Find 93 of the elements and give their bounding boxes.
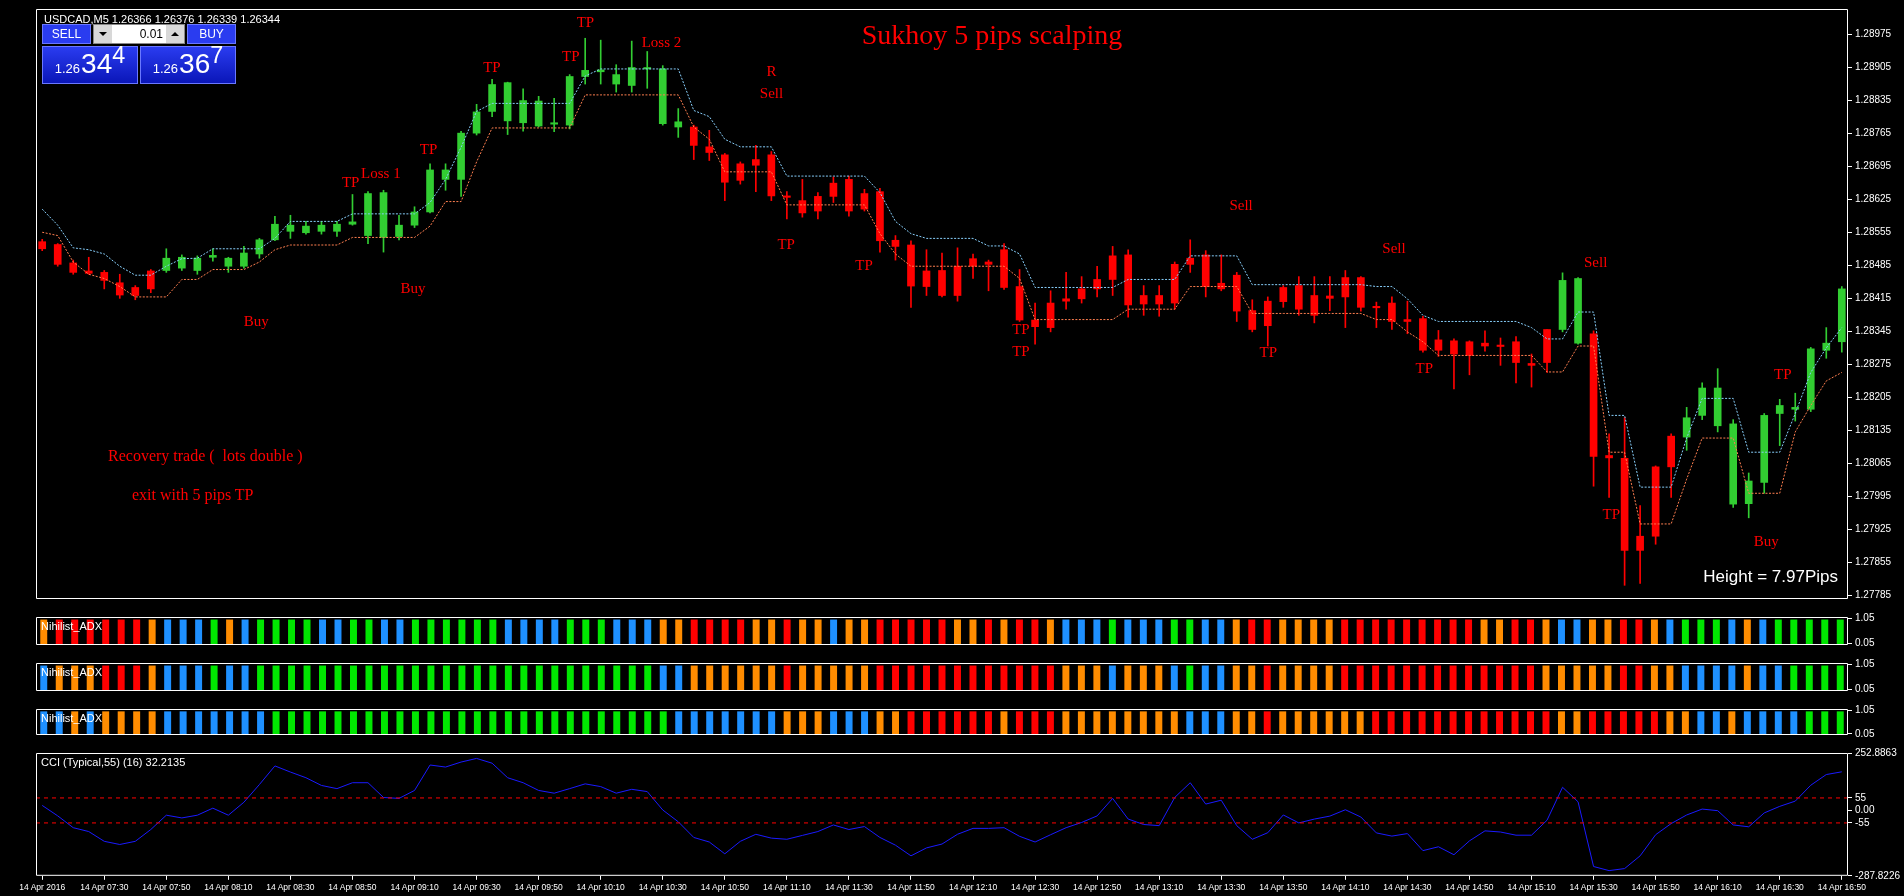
annotation: TP xyxy=(1415,360,1433,377)
x-tick-label: 14 Apr 14:50 xyxy=(1445,882,1494,893)
y-tick-label: 1.28345 xyxy=(1855,325,1892,337)
y-tick-label: 0.05 xyxy=(1855,683,1875,695)
x-tick-label: 14 Apr 16:50 xyxy=(1817,882,1867,893)
annotation: 0.01 xyxy=(138,26,165,43)
y-tick-label: 1.27925 xyxy=(1855,523,1892,535)
x-tick-label: 14 Apr 10:30 xyxy=(638,882,688,893)
x-tick-label: 14 Apr 11:50 xyxy=(887,882,936,893)
annotation: TP xyxy=(1012,342,1030,359)
x-tick-label: 14 Apr 15:50 xyxy=(1631,882,1680,893)
y-tick-label: -55 xyxy=(1855,816,1870,828)
y-tick-label: 0.05 xyxy=(1855,727,1875,739)
y-tick-label: 1.05 xyxy=(1855,703,1875,715)
annotation: R xyxy=(766,62,777,79)
x-tick-label: 14 Apr 13:10 xyxy=(1135,882,1184,893)
x-tick-label: 14 Apr 11:30 xyxy=(825,882,873,893)
y-tick-label: 1.27855 xyxy=(1855,556,1892,568)
y-tick-label: -287.8226 xyxy=(1855,869,1901,881)
annotation: TP xyxy=(341,173,360,190)
annotation: Sell xyxy=(1382,240,1406,257)
annotation: exit with 5 pips TP xyxy=(132,486,254,505)
x-tick-label: 14 Apr 12:10 xyxy=(948,882,998,893)
annotation: Loss 2 xyxy=(641,34,682,51)
annotation: Recovery trade ( lots double ) xyxy=(108,447,303,466)
x-tick-label: 14 Apr 08:30 xyxy=(266,882,315,893)
chart-title: CCI (Typical,55) (16) 32.2135 xyxy=(41,755,186,768)
annotation: Sell xyxy=(1229,197,1253,214)
y-tick-label: 1.28695 xyxy=(1855,159,1892,171)
annotation: TP xyxy=(483,58,501,75)
annotation: TP xyxy=(1602,505,1621,522)
y-tick-label: 1.28905 xyxy=(1855,60,1892,72)
annotation: Sell xyxy=(1584,254,1608,271)
y-tick-label: 1.28765 xyxy=(1855,126,1892,138)
annotation: Sell xyxy=(759,85,784,102)
annotation: Height = 7.97Pips xyxy=(1703,566,1838,586)
y-tick-label: 1.05 xyxy=(1855,612,1875,624)
y-tick-label: 1.28415 xyxy=(1855,292,1892,304)
y-tick-label: 1.05 xyxy=(1855,658,1875,670)
candlestick xyxy=(209,248,217,262)
x-tick-label: 14 Apr 07:50 xyxy=(142,882,191,893)
y-tick-label: 1.28625 xyxy=(1855,192,1892,204)
x-tick-label: 14 Apr 10:10 xyxy=(576,882,626,893)
y-tick-label: 1.28205 xyxy=(1855,391,1892,403)
annotation: TP xyxy=(855,257,873,274)
annotation: TP xyxy=(562,48,580,65)
x-tick-label: 14 Apr 08:10 xyxy=(204,882,253,893)
x-tick-label: 14 Apr 13:30 xyxy=(1197,882,1246,893)
annotation: TP xyxy=(777,235,795,252)
y-tick-label: 1.28065 xyxy=(1855,457,1892,469)
annotation: TP xyxy=(1259,343,1278,360)
x-tick-label: 14 Apr 13:50 xyxy=(1259,882,1308,893)
x-tick-label: 14 Apr 11:10 xyxy=(763,882,811,893)
x-tick-label: 14 Apr 09:10 xyxy=(390,882,439,893)
y-tick-label: 0.00 xyxy=(1855,804,1875,816)
y-tick-label: 1.28975 xyxy=(1855,27,1892,39)
y-tick-label: 1.27995 xyxy=(1855,490,1892,502)
x-tick-label: 14 Apr 12:50 xyxy=(1073,882,1122,893)
x-tick-label: 14 Apr 16:10 xyxy=(1693,882,1743,893)
x-tick-label: 14 Apr 07:30 xyxy=(80,882,129,893)
x-tick-label: 14 Apr 15:10 xyxy=(1507,882,1556,893)
annotation: Buy xyxy=(400,279,427,296)
annotation: BUY xyxy=(199,27,224,41)
x-tick-label: 14 Apr 09:50 xyxy=(514,882,564,893)
annotation: Buy xyxy=(1753,533,1780,549)
annotation: TP xyxy=(1773,366,1792,383)
annotation: Loss 1 xyxy=(361,164,401,181)
annotation: TP xyxy=(576,13,595,30)
x-tick-label: 14 Apr 08:50 xyxy=(328,882,377,893)
x-tick-label: 14 Apr 2016 xyxy=(19,882,66,893)
y-tick-label: 1.28835 xyxy=(1855,93,1892,105)
y-tick-label: 1.27785 xyxy=(1855,589,1892,601)
y-tick-label: 55 xyxy=(1855,791,1867,803)
x-tick-label: 14 Apr 10:50 xyxy=(700,882,750,893)
x-tick-label: 14 Apr 12:30 xyxy=(1010,882,1060,893)
annotation: 1.2636$^{7}$ xyxy=(152,40,224,79)
y-tick-label: 1.28485 xyxy=(1855,259,1892,271)
annotation: TP xyxy=(419,141,438,158)
y-tick-label: 1.28275 xyxy=(1855,358,1892,370)
x-tick-label: 14 Apr 09:30 xyxy=(452,882,501,893)
chart-title: Sukhoy 5 pips scalping xyxy=(861,19,1123,51)
x-tick-label: 14 Apr 14:30 xyxy=(1383,882,1432,893)
annotation: SELL xyxy=(42,24,91,44)
y-tick-label: 0.05 xyxy=(1855,637,1875,649)
y-tick-label: 1.28135 xyxy=(1855,424,1892,436)
chart-subtitle: USDCAD,M5 1.26366 1.26376 1.26339 1.26344 xyxy=(44,13,281,26)
y-tick-label: 1.28555 xyxy=(1855,226,1892,238)
x-tick-label: 14 Apr 16:30 xyxy=(1755,882,1805,893)
annotation: Buy xyxy=(243,313,270,330)
x-tick-label: 14 Apr 15:30 xyxy=(1569,882,1618,893)
y-tick-label: 252.8863 xyxy=(1855,746,1898,758)
annotation: TP xyxy=(1012,320,1030,337)
x-tick-label: 14 Apr 14:10 xyxy=(1321,882,1370,893)
